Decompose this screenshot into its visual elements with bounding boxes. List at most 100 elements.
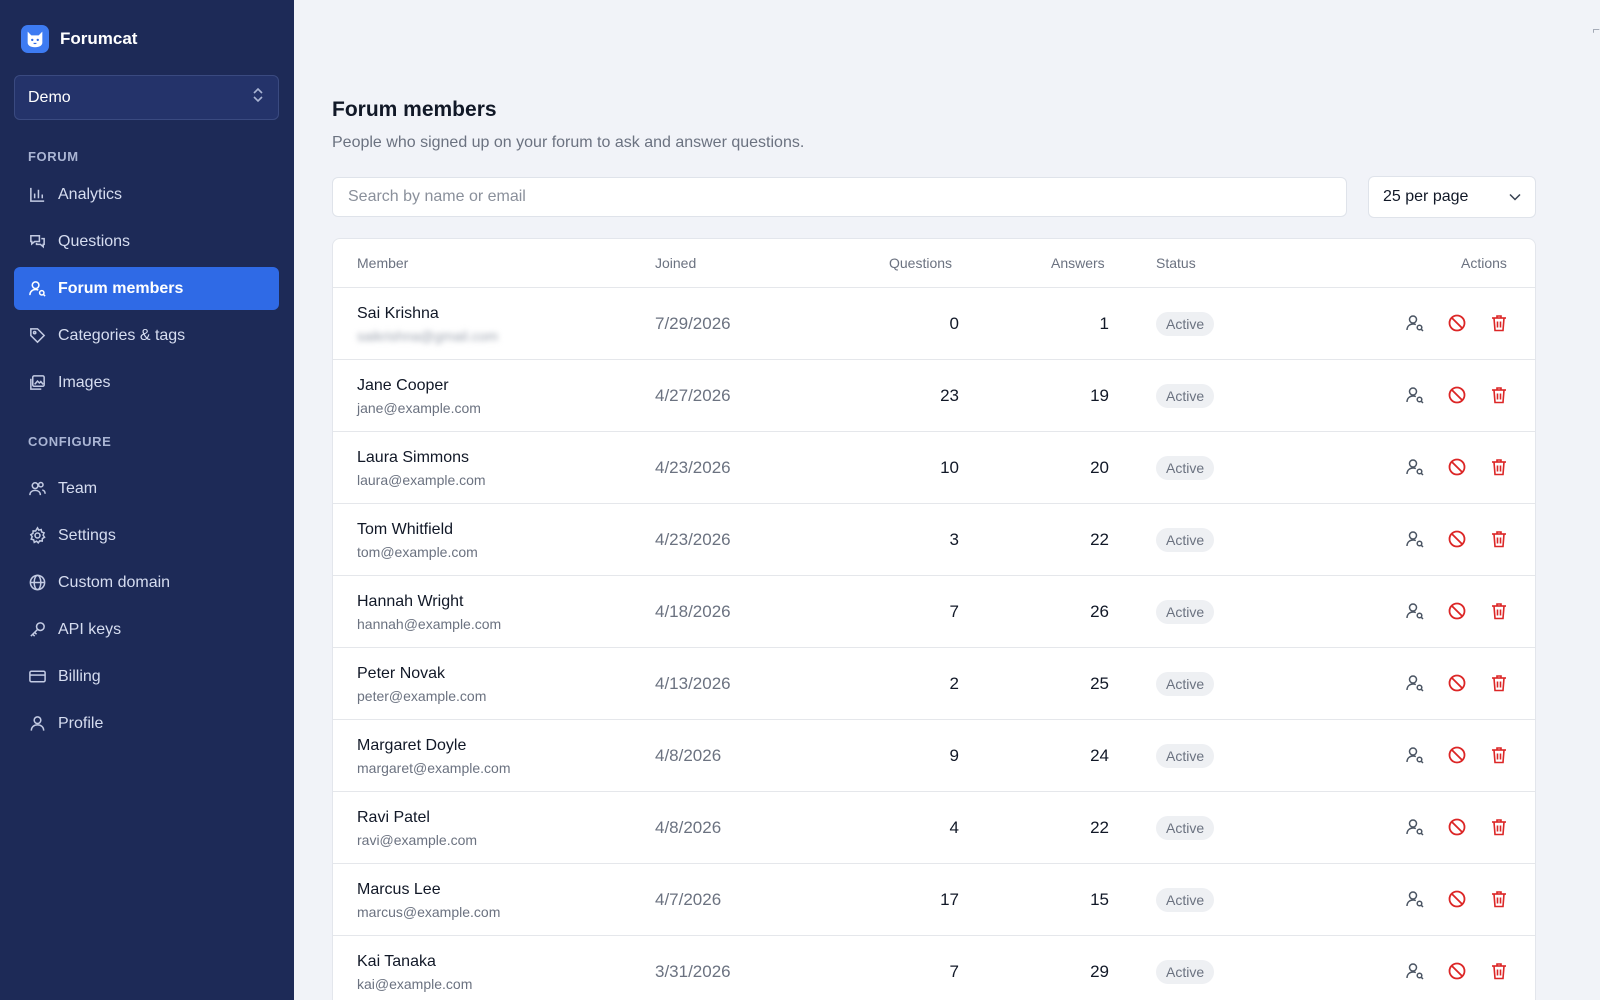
ban-member-button[interactable] [1446, 816, 1468, 838]
member-email: ravi@example.com [357, 832, 478, 848]
questions-count: 9 [949, 746, 959, 765]
main-content: ⌐ Forum members People who signed up on … [294, 0, 1600, 1000]
sidebar-item-categories-tags[interactable]: Categories & tags [14, 314, 279, 357]
joined-date: 7/29/2026 [655, 314, 731, 333]
ban-member-button[interactable] [1446, 528, 1468, 550]
user-search-icon [1406, 387, 1424, 404]
row-actions [1404, 744, 1510, 766]
answers-count: 15 [1090, 890, 1109, 909]
sidebar-item-forum-members[interactable]: Forum members [14, 267, 279, 310]
sidebar-item-team[interactable]: Team [14, 467, 279, 510]
trash-icon [1492, 891, 1506, 908]
delete-member-button[interactable] [1488, 744, 1510, 766]
sidebar-item-billing[interactable]: Billing [14, 655, 279, 698]
ban-icon [1448, 818, 1466, 836]
workspace-selector[interactable]: Demo [14, 75, 279, 120]
status-badge: Active [1156, 744, 1215, 768]
sidebar-item-label: Analytics [58, 185, 123, 203]
sidebar-item-images[interactable]: Images [14, 361, 279, 404]
members-table: Member Joined Questions Answers Status A… [332, 238, 1536, 1000]
answers-count: 19 [1090, 386, 1109, 405]
member-name: Tom Whitfield [357, 521, 454, 538]
ban-member-button[interactable] [1446, 744, 1468, 766]
nav-forum: Analytics Questions Forum members Catego… [14, 173, 279, 408]
bar-chart-icon [30, 187, 45, 202]
status-badge: Active [1156, 816, 1215, 840]
ban-member-button[interactable] [1446, 456, 1468, 478]
member-name: Kai Tanaka [357, 953, 436, 970]
table-row: Hannah Wright hannah@example.com 4/18/20… [333, 576, 1535, 648]
view-member-button[interactable] [1404, 528, 1426, 550]
header-answers: Answers [1051, 255, 1105, 271]
trash-icon [1492, 315, 1506, 332]
sidebar-item-questions[interactable]: Questions [14, 220, 279, 263]
joined-date: 4/8/2026 [655, 746, 722, 765]
sidebar-item-settings[interactable]: Settings [14, 514, 279, 557]
ban-member-button[interactable] [1446, 600, 1468, 622]
member-email: tom@example.com [357, 544, 478, 560]
trash-icon [1492, 819, 1506, 836]
per-page-select[interactable]: 25 per page [1368, 176, 1536, 218]
sidebar-item-label: API keys [58, 620, 122, 638]
sidebar-item-label: Billing [58, 667, 101, 685]
member-email: peter@example.com [357, 688, 487, 704]
table-row: Kai Tanaka kai@example.com 3/31/2026 7 2… [333, 936, 1535, 1000]
section-label-forum: FORUM [28, 149, 79, 164]
delete-member-button[interactable] [1488, 888, 1510, 910]
joined-date: 4/23/2026 [655, 530, 731, 549]
ban-icon [1448, 962, 1466, 980]
ban-member-button[interactable] [1446, 672, 1468, 694]
view-member-button[interactable] [1404, 456, 1426, 478]
joined-date: 4/7/2026 [655, 890, 722, 909]
users-icon [29, 481, 46, 496]
delete-member-button[interactable] [1488, 600, 1510, 622]
view-member-button[interactable] [1404, 672, 1426, 694]
questions-count: 3 [949, 530, 959, 549]
member-email: laura@example.com [357, 472, 486, 488]
questions-count: 0 [949, 314, 959, 333]
trash-icon [1492, 963, 1506, 980]
table-row: Margaret Doyle margaret@example.com 4/8/… [333, 720, 1535, 792]
user-search-icon [1406, 819, 1424, 836]
ban-icon [1448, 314, 1466, 332]
ban-member-button[interactable] [1446, 960, 1468, 982]
joined-date: 4/18/2026 [655, 602, 731, 621]
chevron-down-icon [1509, 188, 1521, 206]
corner-glyph: ⌐ [1592, 22, 1600, 37]
delete-member-button[interactable] [1488, 960, 1510, 982]
sidebar-item-profile[interactable]: Profile [14, 702, 279, 745]
user-search-icon [1406, 459, 1424, 476]
member-email: marcus@example.com [357, 904, 501, 920]
status-badge: Active [1156, 456, 1215, 480]
delete-member-button[interactable] [1488, 528, 1510, 550]
user-search-icon [1406, 891, 1424, 908]
search-input[interactable] [332, 177, 1347, 217]
delete-member-button[interactable] [1488, 456, 1510, 478]
table-row: Ravi Patel ravi@example.com 4/8/2026 4 2… [333, 792, 1535, 864]
view-member-button[interactable] [1404, 744, 1426, 766]
delete-member-button[interactable] [1488, 816, 1510, 838]
ban-icon [1448, 386, 1466, 404]
sidebar-item-api-keys[interactable]: API keys [14, 608, 279, 651]
table-row: Peter Novak peter@example.com 4/13/2026 … [333, 648, 1535, 720]
view-member-button[interactable] [1404, 600, 1426, 622]
answers-count: 29 [1090, 962, 1109, 981]
ban-member-button[interactable] [1446, 384, 1468, 406]
sidebar-item-analytics[interactable]: Analytics [14, 173, 279, 216]
user-search-icon [1406, 675, 1424, 692]
view-member-button[interactable] [1404, 384, 1426, 406]
view-member-button[interactable] [1404, 888, 1426, 910]
brand[interactable]: Forumcat [21, 25, 137, 53]
joined-date: 4/27/2026 [655, 386, 731, 405]
delete-member-button[interactable] [1488, 672, 1510, 694]
sidebar-item-custom-domain[interactable]: Custom domain [14, 561, 279, 604]
view-member-button[interactable] [1404, 960, 1426, 982]
view-member-button[interactable] [1404, 816, 1426, 838]
member-email: saikrishna@gmail.com [357, 328, 499, 344]
ban-member-button[interactable] [1446, 888, 1468, 910]
delete-member-button[interactable] [1488, 312, 1510, 334]
table-row: Jane Cooper jane@example.com 4/27/2026 2… [333, 360, 1535, 432]
ban-member-button[interactable] [1446, 312, 1468, 334]
delete-member-button[interactable] [1488, 384, 1510, 406]
view-member-button[interactable] [1404, 312, 1426, 334]
